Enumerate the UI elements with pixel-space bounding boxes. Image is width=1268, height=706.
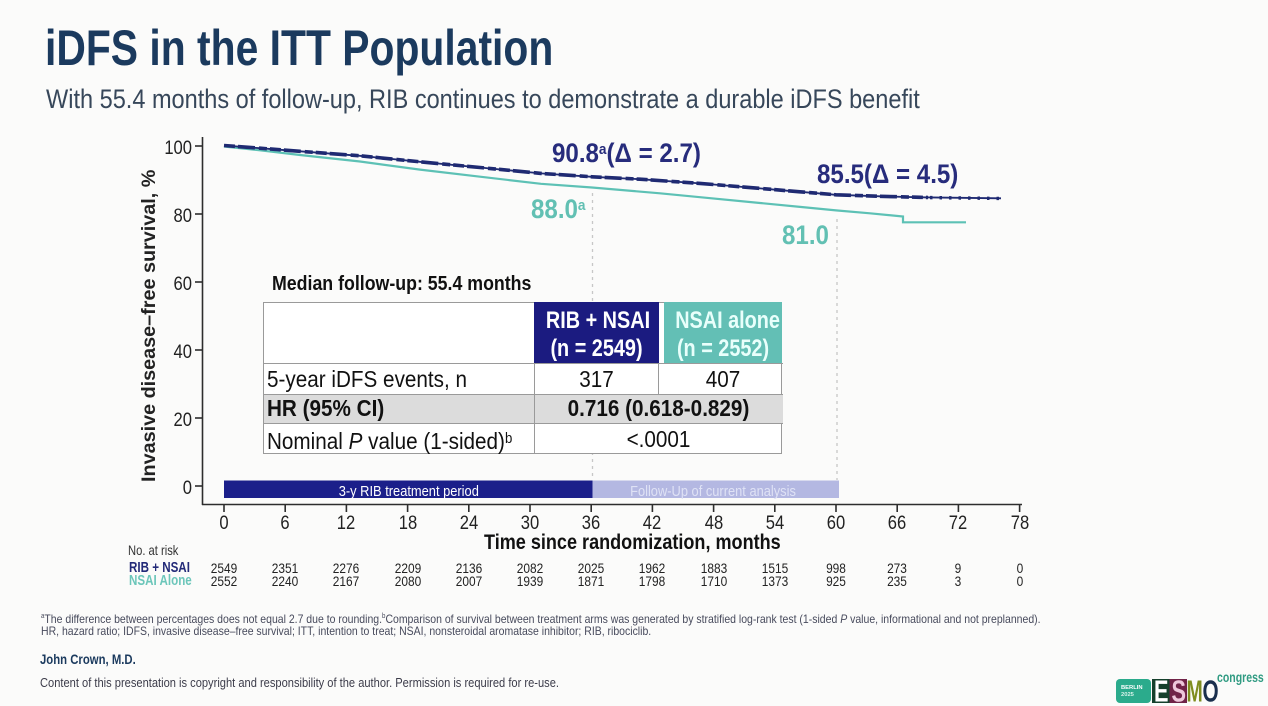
svg-text:S: S xyxy=(1172,674,1186,706)
svg-text:3-y RIB treatment period: 3-y RIB treatment period xyxy=(339,484,479,500)
svg-text:BERLIN: BERLIN xyxy=(1121,685,1143,691)
svg-text:O: O xyxy=(1203,673,1219,706)
svg-text:Follow-Up of current analysis: Follow-Up of current analysis xyxy=(630,484,796,500)
svg-text:2025: 2025 xyxy=(1121,692,1135,698)
svg-text:E: E xyxy=(1154,674,1168,706)
svg-text:M: M xyxy=(1187,675,1203,706)
svg-text:congress: congress xyxy=(1217,670,1264,686)
